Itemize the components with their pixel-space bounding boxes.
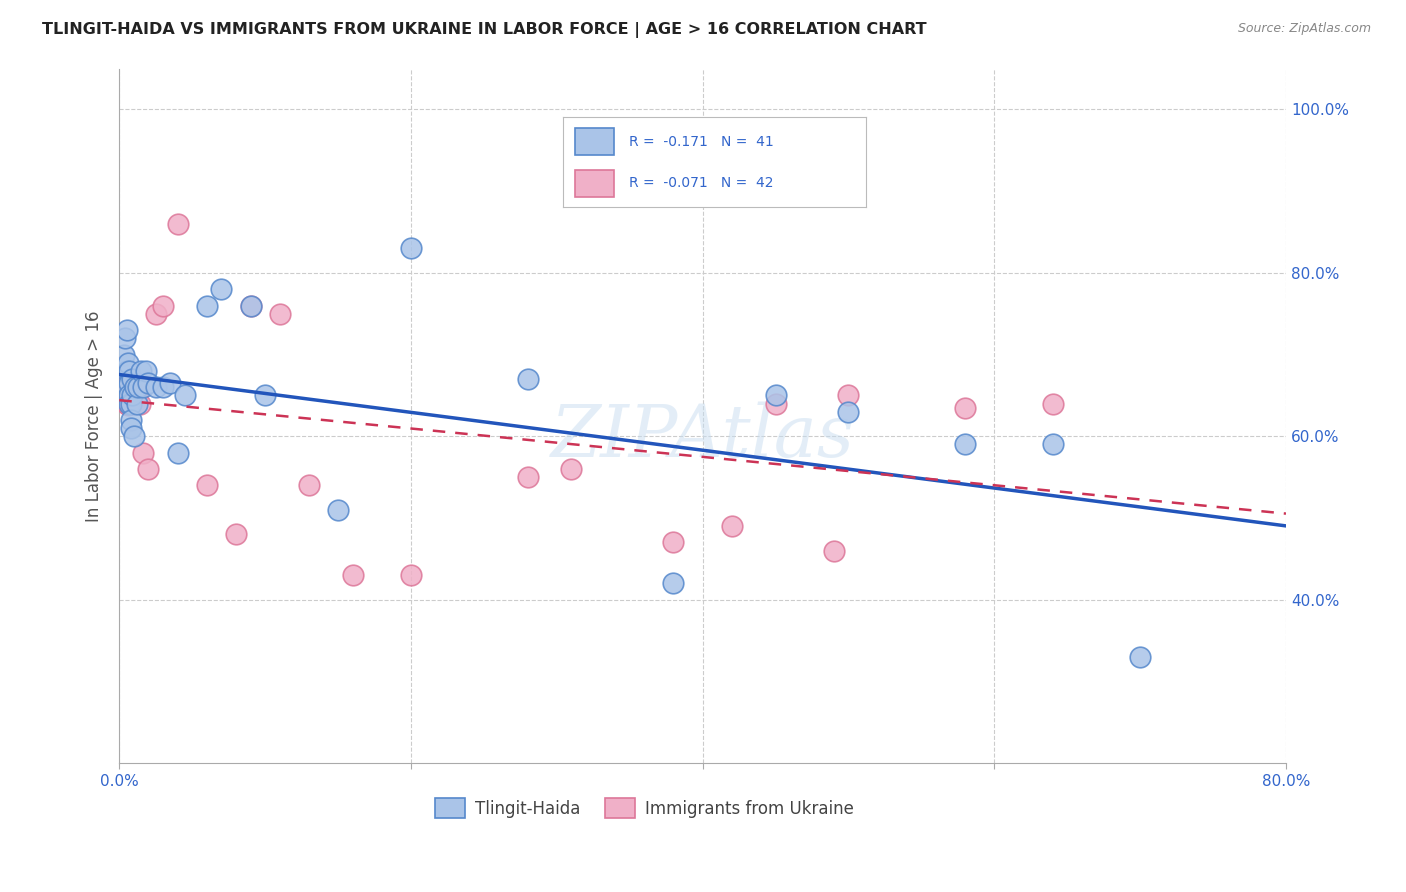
Point [115, 396, 138, 410]
Point [115, 323, 138, 337]
Text: TLINGIT-HAIDA VS IMMIGRANTS FROM UKRAINE IN LABOR FORCE | AGE > 16 CORRELATION C: TLINGIT-HAIDA VS IMMIGRANTS FROM UKRAINE… [42, 22, 927, 38]
Point [117, 356, 139, 370]
Point [125, 388, 148, 402]
Point [120, 413, 142, 427]
Point [342, 568, 364, 582]
Point [117, 388, 139, 402]
Point [115, 388, 138, 402]
Point [117, 380, 139, 394]
Point [117, 396, 139, 410]
Point [662, 535, 685, 549]
Point [953, 401, 976, 415]
Point [118, 392, 141, 407]
Point [138, 376, 160, 391]
Text: Source: ZipAtlas.com: Source: ZipAtlas.com [1237, 22, 1371, 36]
Point [298, 478, 321, 492]
Point [138, 462, 160, 476]
Point [195, 478, 218, 492]
Point [131, 380, 153, 394]
Point [118, 396, 141, 410]
Point [120, 396, 142, 410]
Point [118, 388, 141, 402]
Point [166, 217, 188, 231]
Point [823, 543, 845, 558]
Point [120, 388, 142, 402]
Point [121, 388, 143, 402]
Point [112, 347, 135, 361]
Point [114, 331, 136, 345]
Point [124, 380, 146, 394]
Point [125, 396, 148, 410]
Point [117, 392, 139, 407]
Point [837, 388, 859, 402]
Point [118, 390, 141, 404]
Point [121, 372, 143, 386]
Point [118, 376, 141, 391]
Point [209, 282, 232, 296]
Point [122, 396, 145, 410]
Point [120, 421, 142, 435]
Point [765, 396, 787, 410]
Point [239, 298, 262, 312]
Point [166, 445, 188, 459]
Y-axis label: In Labor Force | Age > 16: In Labor Force | Age > 16 [86, 310, 103, 522]
Point [127, 380, 149, 394]
Point [112, 388, 135, 402]
Point [117, 380, 139, 394]
Point [326, 503, 349, 517]
Point [145, 380, 167, 394]
Point [128, 396, 150, 410]
Point [115, 364, 138, 378]
Point [765, 388, 787, 402]
Point [953, 437, 976, 451]
Point [399, 568, 422, 582]
Point [1042, 437, 1064, 451]
Point [114, 380, 136, 394]
Point [174, 388, 197, 402]
Point [145, 307, 167, 321]
Point [516, 372, 538, 386]
Point [121, 388, 143, 402]
Point [112, 380, 135, 394]
Point [118, 388, 141, 402]
Point [516, 470, 538, 484]
Point [254, 388, 277, 402]
Point [135, 364, 157, 378]
Point [1042, 396, 1064, 410]
Point [120, 380, 142, 394]
Text: ZIPAtlas: ZIPAtlas [551, 401, 855, 472]
Point [131, 445, 153, 459]
Point [269, 307, 291, 321]
Point [118, 364, 141, 378]
Point [1129, 649, 1152, 664]
Point [560, 462, 582, 476]
Point [720, 519, 742, 533]
Legend: Tlingit-Haida, Immigrants from Ukraine: Tlingit-Haida, Immigrants from Ukraine [427, 792, 860, 824]
Point [152, 380, 174, 394]
Point [662, 576, 685, 591]
Point [159, 376, 181, 391]
Point [239, 298, 262, 312]
Point [837, 405, 859, 419]
Point [115, 380, 138, 394]
Point [117, 398, 139, 412]
Point [225, 527, 247, 541]
Point [399, 241, 422, 255]
Point [195, 298, 218, 312]
Point [122, 429, 145, 443]
Point [152, 298, 174, 312]
Point [129, 364, 152, 378]
Point [118, 396, 141, 410]
